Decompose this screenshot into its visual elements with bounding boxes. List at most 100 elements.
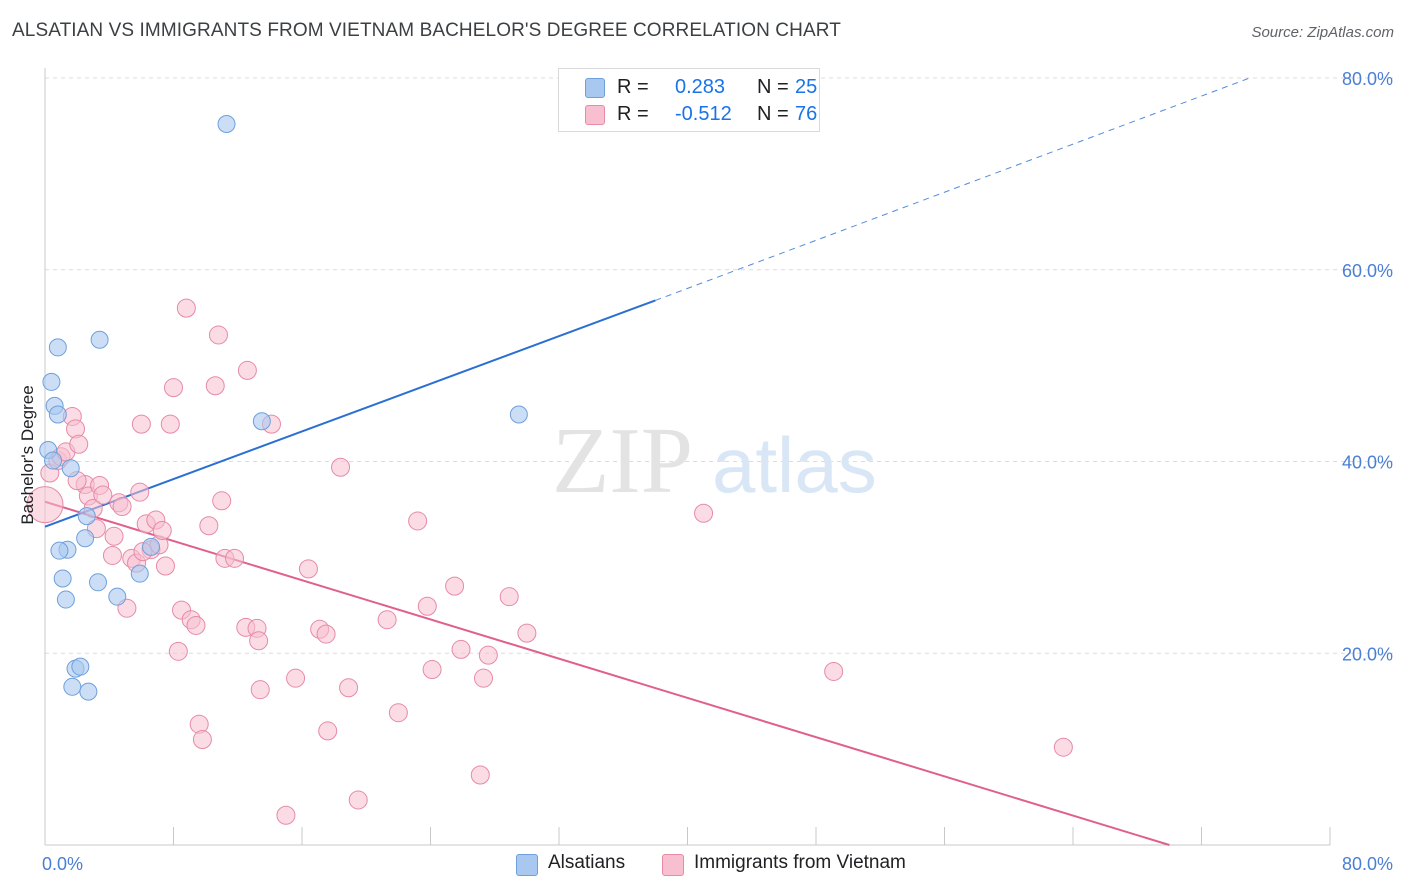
vietnam-point bbox=[102, 545, 122, 565]
vietnam-point bbox=[176, 298, 196, 318]
vietnam-point bbox=[66, 419, 86, 439]
vietnam-point bbox=[286, 668, 306, 688]
alsatian-point bbox=[217, 115, 236, 134]
vietnam-trend-line bbox=[44, 500, 1170, 846]
stats-legend: R = 0.283 N = 25 R = -0.512 N = 76 bbox=[558, 68, 820, 132]
alsatian-point bbox=[90, 330, 109, 349]
vietnam-point bbox=[160, 414, 180, 434]
alsatian-point bbox=[509, 405, 528, 424]
vietnam-point bbox=[93, 485, 113, 505]
vietnam-point bbox=[388, 703, 408, 723]
alsatian-point bbox=[53, 569, 72, 588]
alsatian-point bbox=[63, 677, 82, 696]
vietnam-point bbox=[445, 576, 465, 596]
x-tick-label: 0.0% bbox=[42, 854, 83, 874]
alsatian-point bbox=[48, 405, 67, 424]
vietnam-point bbox=[164, 378, 183, 398]
alsatian-point bbox=[77, 507, 96, 526]
n-label: N = bbox=[757, 103, 789, 125]
vietnam-point bbox=[499, 587, 519, 607]
vietnam-point bbox=[189, 714, 209, 734]
series-legend: Alsatians Immigrants from Vietnam bbox=[0, 852, 1406, 878]
vietnam-point bbox=[130, 482, 150, 502]
n-label: N = bbox=[757, 76, 789, 98]
watermark-atlas: atlas bbox=[712, 421, 877, 509]
vietnam-point bbox=[694, 503, 714, 523]
vietnam-point bbox=[298, 559, 318, 579]
vietnam-point bbox=[69, 434, 89, 454]
alsatian-point bbox=[76, 529, 95, 548]
vietnam-point bbox=[237, 360, 257, 380]
vietnam-point bbox=[470, 765, 490, 785]
alsatian-point bbox=[44, 451, 63, 470]
vietnam-point bbox=[377, 610, 397, 630]
r-label: R = bbox=[617, 103, 649, 125]
chart-title: ALSATIAN VS IMMIGRANTS FROM VIETNAM BACH… bbox=[12, 20, 841, 41]
vietnam-point bbox=[131, 414, 151, 434]
alsatian-point bbox=[108, 587, 127, 606]
alsatian-point bbox=[142, 537, 161, 556]
vietnam-point bbox=[205, 376, 225, 396]
alsatian-point bbox=[130, 564, 149, 583]
vietnam-point bbox=[112, 497, 132, 517]
vietnam-point bbox=[208, 325, 228, 345]
x-tick-label: 80.0% bbox=[1342, 854, 1393, 874]
alsatian-point bbox=[61, 459, 80, 478]
y-tick-label: 20.0% bbox=[1342, 644, 1393, 664]
source-label: Source: ZipAtlas.com bbox=[1251, 24, 1394, 41]
vietnam-point bbox=[1053, 737, 1073, 757]
alsatian-trend-extension bbox=[655, 77, 1250, 301]
vietnam-points bbox=[26, 298, 1073, 825]
y-tick-label: 60.0% bbox=[1342, 261, 1393, 281]
watermark: ZIP atlas bbox=[552, 409, 877, 513]
y-tick-label: 80.0% bbox=[1342, 69, 1393, 89]
vietnam-point bbox=[250, 680, 270, 700]
pink-swatch bbox=[585, 105, 605, 125]
alsatian-point bbox=[252, 412, 271, 431]
vietnam-point bbox=[168, 641, 188, 661]
alsatian-point bbox=[56, 590, 75, 609]
vietnam-point bbox=[155, 556, 175, 576]
vietnam-point bbox=[316, 624, 336, 644]
vietnam-point bbox=[276, 805, 296, 825]
vietnam-point bbox=[318, 721, 338, 741]
vietnam-point bbox=[478, 645, 498, 665]
vietnam-point bbox=[199, 516, 219, 536]
vietnam-point bbox=[474, 668, 494, 688]
alsatian-point bbox=[50, 541, 69, 560]
vietnam-point bbox=[408, 511, 428, 531]
vietnam-point bbox=[517, 623, 537, 643]
alsatian-point bbox=[71, 657, 90, 676]
watermark-zip: ZIP bbox=[552, 409, 693, 513]
vietnam-point bbox=[225, 548, 245, 568]
legend-label-alsatians: Alsatians bbox=[548, 852, 626, 873]
tick-labels: 20.0% 40.0% 60.0% 80.0% 0.0% 80.0% bbox=[42, 69, 1393, 874]
pink-swatch bbox=[662, 854, 684, 876]
alsatian-point bbox=[89, 573, 108, 592]
vietnam-point bbox=[152, 521, 172, 541]
vietnam-point bbox=[26, 486, 64, 524]
vietnam-point bbox=[824, 661, 844, 681]
alsatian-point bbox=[79, 682, 98, 701]
vietnam-point bbox=[186, 615, 206, 635]
alsatian-points bbox=[39, 115, 528, 701]
vietnam-point bbox=[249, 631, 269, 651]
blue-swatch bbox=[516, 854, 538, 876]
alsatian-point bbox=[42, 372, 61, 391]
r-value: -0.512 bbox=[675, 103, 732, 125]
r-label: R = bbox=[617, 76, 649, 98]
vietnam-point bbox=[417, 596, 437, 616]
y-axis-label: Bachelor's Degree bbox=[18, 385, 37, 525]
vietnam-point bbox=[451, 639, 471, 659]
y-tick-label: 40.0% bbox=[1342, 453, 1393, 473]
alsatian-point bbox=[48, 338, 67, 357]
vietnam-point bbox=[348, 790, 368, 810]
n-value: 76 bbox=[795, 103, 818, 125]
n-value: 25 bbox=[795, 76, 818, 98]
vietnam-point bbox=[192, 730, 212, 750]
legend-label-vietnam: Immigrants from Vietnam bbox=[694, 852, 906, 873]
blue-swatch bbox=[585, 78, 605, 98]
vietnam-point bbox=[331, 457, 351, 477]
r-value: 0.283 bbox=[675, 76, 726, 98]
